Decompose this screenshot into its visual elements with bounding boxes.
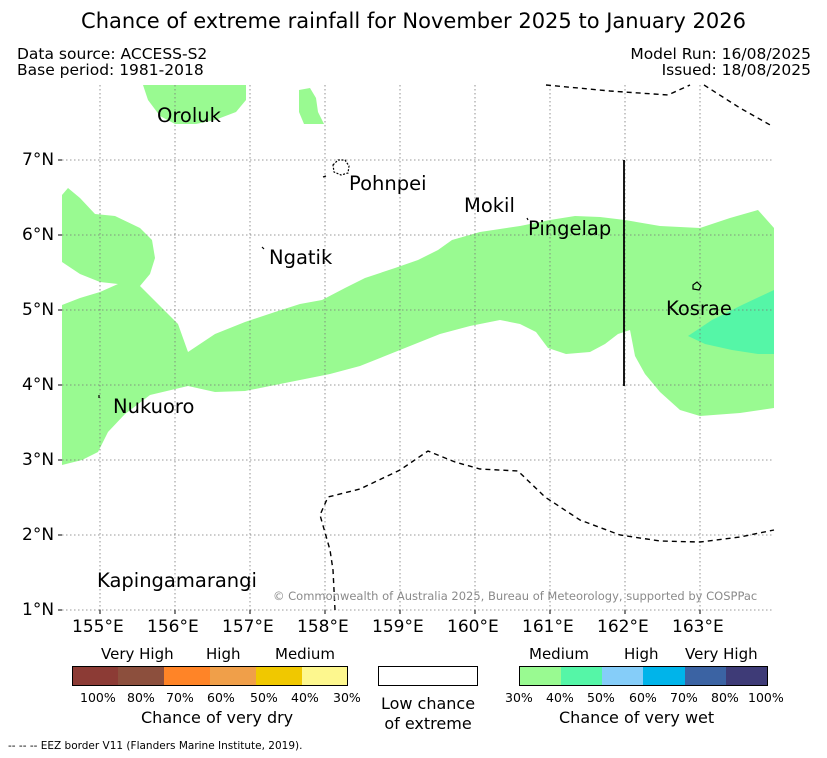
wet-swatch-80-100: [726, 666, 768, 686]
wet-tick-50: 50%: [587, 690, 615, 705]
graticule: [62, 85, 774, 611]
wet-caption: Chance of very wet: [559, 708, 715, 727]
wet-header-very-high: Very High: [685, 645, 758, 663]
pohnpei-islet: [322, 175, 327, 178]
wet-tick-40: 40%: [546, 690, 574, 705]
lat-label-5n: 5°N: [22, 300, 55, 320]
dry-swatch-40-30: [302, 666, 348, 686]
low-chance-line1: Low chance: [380, 694, 476, 713]
lat-label-7n: 7°N: [22, 150, 55, 170]
low-chance-line2: of extreme: [384, 714, 472, 733]
lon-label-158e: 158°E: [297, 617, 349, 637]
wet-swatch-30-40: [519, 666, 561, 686]
low-chance-swatch: [378, 666, 478, 686]
lat-label-4n: 4°N: [22, 375, 55, 395]
run-info: Model Run: 16/08/2025 Issued: 18/08/2025: [630, 46, 811, 78]
eez-border-northeast: [703, 84, 773, 127]
place-pingelap: Pingelap: [528, 217, 612, 240]
place-pohnpei: Pohnpei: [349, 172, 427, 195]
lat-label-2n: 2°N: [22, 525, 55, 545]
dry-tick-40: 40%: [291, 690, 319, 705]
model-run: Model Run: 16/08/2025: [630, 45, 811, 63]
eez-footnote: -- -- -- EEZ border V11 (Flanders Marine…: [8, 740, 303, 752]
dry-header-very-high: Very High: [101, 645, 174, 663]
wet-tick-60: 60%: [629, 690, 657, 705]
wet-fill-oroluk: [143, 85, 246, 124]
dry-header-medium: Medium: [275, 645, 335, 663]
wet-header-high: High: [624, 645, 659, 663]
dry-tick-70: 70%: [166, 690, 194, 705]
wet-tick-30: 30%: [505, 690, 533, 705]
dry-swatch-80-70: [118, 666, 164, 686]
dry-tick-80: 80%: [127, 690, 155, 705]
place-kosrae: Kosrae: [666, 297, 732, 320]
lon-label-155e: 155°E: [72, 617, 124, 637]
eez-border-south: [319, 450, 775, 611]
low-chance-label: Low chance of extreme: [378, 694, 478, 734]
place-ngatik: Ngatik: [269, 246, 333, 269]
dry-tick-100: 100%: [80, 690, 116, 705]
wet-tick-100: 100%: [748, 690, 784, 705]
axis-ticks: [58, 159, 701, 614]
base-period: Base period: 1981-2018: [17, 61, 204, 79]
dry-swatch-70-60: [164, 666, 210, 686]
lat-label-1n: 1°N: [22, 600, 55, 620]
dry-tick-60: 60%: [207, 690, 235, 705]
source-info: Data source: ACCESS-S2 Base period: 1981…: [17, 46, 207, 78]
dry-tick-30: 30%: [333, 690, 361, 705]
dry-caption: Chance of very dry: [141, 708, 294, 727]
lat-label-3n: 3°N: [22, 450, 55, 470]
probability-fills: [62, 85, 774, 465]
lat-label-6n: 6°N: [22, 225, 55, 245]
dry-swatch-60-50: [210, 666, 256, 686]
dry-swatch-50-40: [256, 666, 302, 686]
wet-fill-north-small: [299, 88, 324, 124]
wet-tick-80: 80%: [711, 690, 739, 705]
pohnpei-outline: [332, 159, 350, 176]
dry-header-high: High: [206, 645, 241, 663]
lon-label-160e: 160°E: [447, 617, 499, 637]
wet-swatch-70-80: [685, 666, 726, 686]
lon-label-159e: 159°E: [372, 617, 424, 637]
place-kapingamarangi: Kapingamarangi: [97, 569, 257, 592]
wet-fill-kosrae-high: [688, 290, 774, 354]
lon-label-156e: 156°E: [147, 617, 199, 637]
eez-borders: [319, 84, 775, 611]
place-oroluk: Oroluk: [157, 104, 221, 127]
wet-header-medium: Medium: [529, 645, 589, 663]
kosrae-outline: [692, 281, 702, 291]
place-mokil: Mokil: [464, 194, 515, 217]
map-title: Chance of extreme rainfall for November …: [81, 9, 746, 33]
pingelap-islet: [526, 217, 529, 221]
issued-date: Issued: 18/08/2025: [661, 61, 811, 79]
data-source: Data source: ACCESS-S2: [17, 45, 208, 63]
islands: [98, 159, 702, 398]
wet-fill-main-band: [62, 188, 774, 465]
wet-swatch-60-70: [643, 666, 685, 686]
lon-label-163e: 163°E: [672, 617, 724, 637]
lon-label-162e: 162°E: [597, 617, 649, 637]
wet-swatch-40-50: [561, 666, 602, 686]
dry-tick-50: 50%: [250, 690, 278, 705]
ngatik-islet: [261, 246, 265, 250]
dry-swatch-100-80: [72, 666, 118, 686]
wet-swatch-50-60: [602, 666, 643, 686]
wet-tick-70: 70%: [670, 690, 698, 705]
lon-label-161e: 161°E: [522, 617, 574, 637]
place-nukuoro: Nukuoro: [113, 395, 195, 418]
lon-label-157e: 157°E: [222, 617, 274, 637]
eez-border-north: [545, 84, 691, 96]
copyright-notice: © Commonwealth of Australia 2025, Bureau…: [273, 589, 758, 603]
